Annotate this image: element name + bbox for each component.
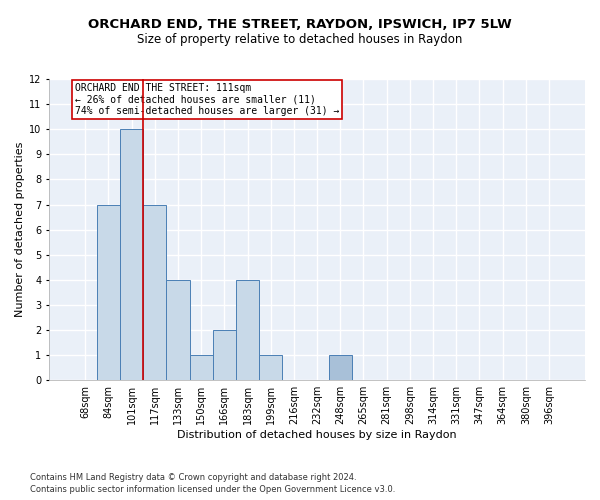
Text: Contains public sector information licensed under the Open Government Licence v3: Contains public sector information licen…: [30, 485, 395, 494]
Text: Contains HM Land Registry data © Crown copyright and database right 2024.: Contains HM Land Registry data © Crown c…: [30, 472, 356, 482]
Text: ORCHARD END THE STREET: 111sqm
← 26% of detached houses are smaller (11)
74% of : ORCHARD END THE STREET: 111sqm ← 26% of …: [74, 83, 339, 116]
Bar: [213, 330, 236, 380]
X-axis label: Distribution of detached houses by size in Raydon: Distribution of detached houses by size …: [177, 430, 457, 440]
Text: Size of property relative to detached houses in Raydon: Size of property relative to detached ho…: [137, 32, 463, 46]
Bar: [97, 204, 120, 380]
Text: ORCHARD END, THE STREET, RAYDON, IPSWICH, IP7 5LW: ORCHARD END, THE STREET, RAYDON, IPSWICH…: [88, 18, 512, 30]
Bar: [190, 355, 213, 380]
Bar: [329, 355, 352, 380]
Bar: [120, 129, 143, 380]
Bar: [143, 204, 166, 380]
Y-axis label: Number of detached properties: Number of detached properties: [15, 142, 25, 318]
Bar: [259, 355, 282, 380]
Bar: [166, 280, 190, 380]
Bar: [236, 280, 259, 380]
